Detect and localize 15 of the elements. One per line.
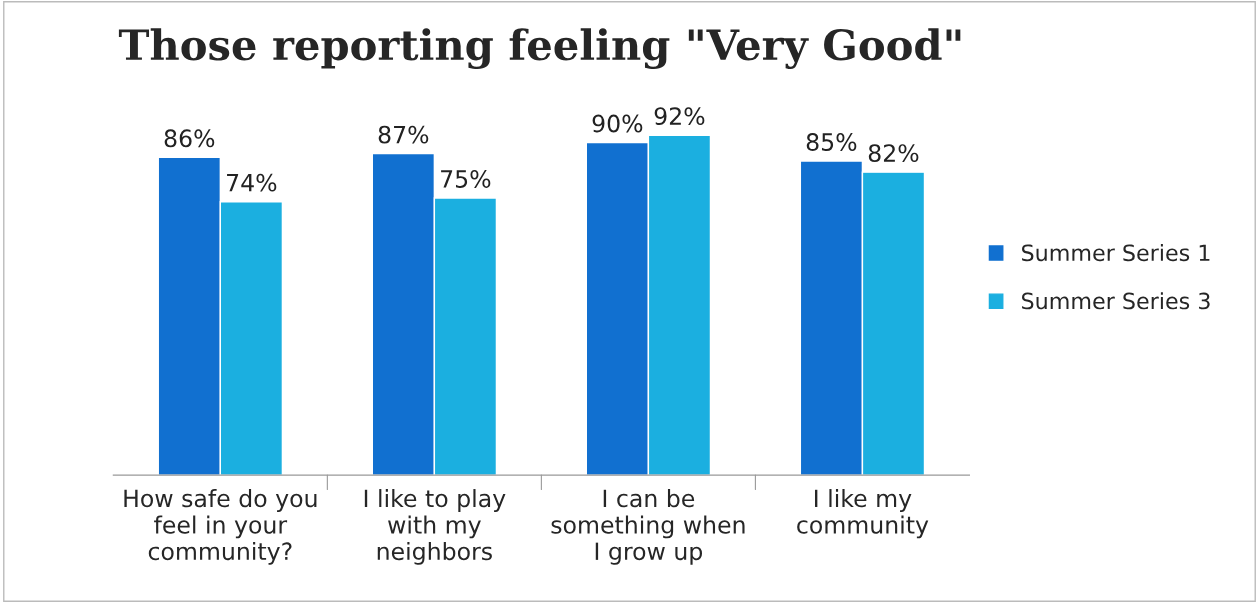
data-label: 90% bbox=[592, 114, 643, 133]
data-label: 92% bbox=[654, 107, 705, 126]
x-tick-label: I like to play with my neighbors bbox=[364, 489, 506, 565]
legend-label: Summer Series 1 bbox=[1022, 243, 1210, 262]
data-label: 87% bbox=[378, 125, 429, 144]
data-label: 75% bbox=[441, 170, 491, 188]
data-label: 82% bbox=[868, 144, 919, 163]
x-tick-label: I like my community bbox=[797, 489, 929, 539]
x-tick-label: I can be something when I grow up bbox=[551, 489, 745, 565]
legend-label: Summer Series 3 bbox=[1022, 292, 1210, 310]
chart-title: Those reporting feeling "Very Good" bbox=[118, 28, 961, 70]
data-label: 86% bbox=[164, 129, 215, 148]
data-label: 74% bbox=[227, 173, 277, 192]
data-label: 85% bbox=[806, 133, 857, 151]
x-tick-label: How safe do you feel in your community? bbox=[124, 489, 317, 565]
